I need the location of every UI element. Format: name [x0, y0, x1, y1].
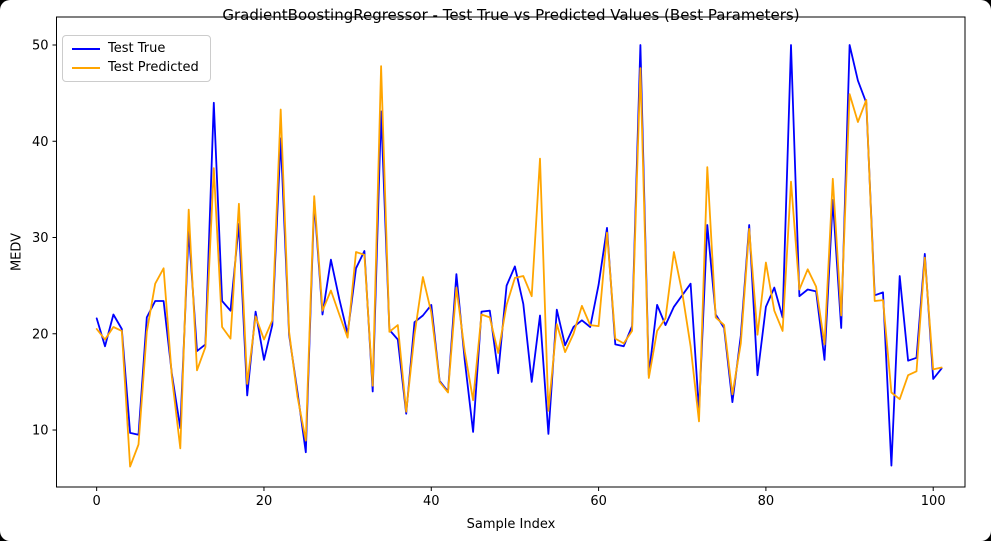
x-tick-label: 60	[590, 494, 607, 509]
legend: Test True Test Predicted	[62, 35, 211, 82]
legend-label-test-predicted: Test Predicted	[108, 60, 199, 75]
y-tick-label: 40	[32, 135, 49, 150]
y-tick-label: 50	[32, 39, 49, 54]
y-axis-label: MEDV	[9, 232, 25, 272]
legend-entry-test-predicted: Test Predicted	[72, 61, 199, 74]
legend-entry-test-true: Test True	[72, 42, 199, 55]
series-line-test-true	[95, 44, 943, 467]
chart-title: GradientBoostingRegressor - Test True vs…	[222, 6, 800, 24]
series-line-test-predicted	[95, 65, 943, 468]
x-tick-label: 100	[921, 494, 946, 509]
x-tick-label: 40	[423, 494, 440, 509]
legend-swatch-test-true	[72, 47, 100, 50]
y-tick-label: 30	[32, 231, 49, 246]
y-tick-label: 20	[32, 327, 49, 342]
x-tick-label: 20	[256, 494, 273, 509]
axes-frame	[56, 16, 966, 488]
y-tick-label: 10	[32, 424, 49, 439]
x-tick-label: 80	[758, 494, 775, 509]
x-axis-label: Sample Index	[466, 517, 556, 532]
legend-label-test-true: Test True	[108, 41, 166, 56]
x-tick-label: 0	[93, 494, 101, 509]
legend-swatch-test-predicted	[72, 66, 100, 69]
